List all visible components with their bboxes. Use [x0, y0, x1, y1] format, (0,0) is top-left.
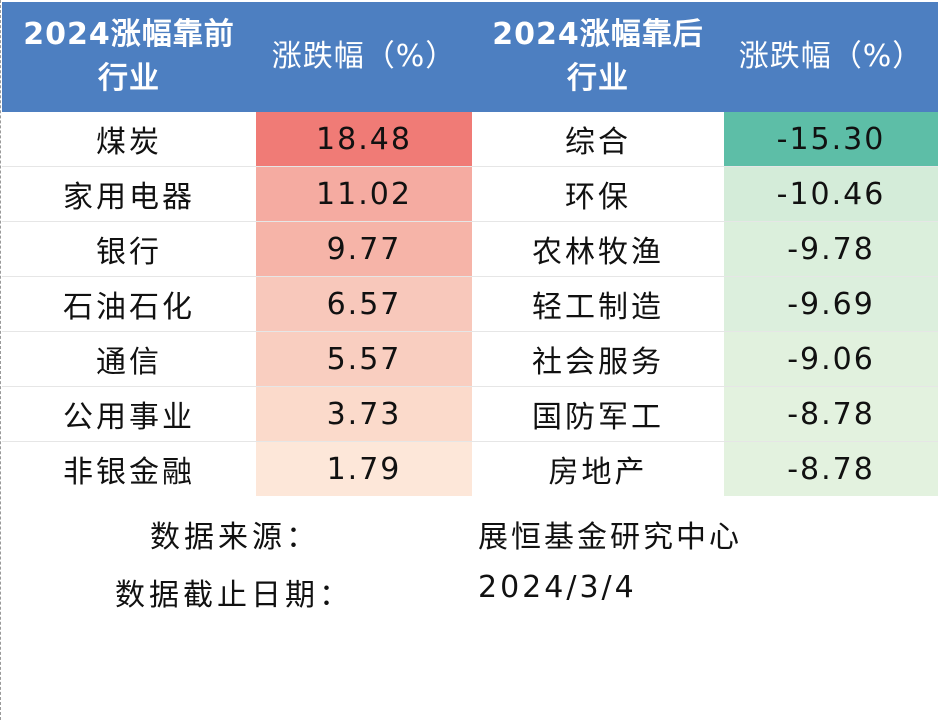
- bottom-industry-cell: 房地产: [548, 455, 648, 490]
- header-bottom-industry: 2024涨幅靠后 行业: [472, 2, 724, 112]
- table-footnote: 数据来源： 展恒基金研究中心 数据截止日期： 2024/3/4: [0, 508, 942, 618]
- top-industry-cell: 家用电器: [63, 180, 195, 215]
- top-industry-cell: 通信: [96, 345, 162, 380]
- cutoff-date-label: 数据截止日期：: [115, 578, 353, 613]
- bottom-industry-cell: 综合: [565, 125, 631, 160]
- header-top-title-sub: 行业: [98, 61, 160, 96]
- table-row: 通信 5.57 社会服务 -9.06: [2, 332, 938, 387]
- header-bottom-title: 2024涨幅靠后: [492, 17, 704, 52]
- table-row: 煤炭 18.48 综合 -15.30: [2, 112, 938, 167]
- top-industry-cell: 煤炭: [96, 125, 162, 160]
- source-value: 展恒基金研究中心: [478, 520, 742, 555]
- top-industry-cell: 石油石化: [63, 290, 195, 325]
- top-industry-cell: 非银金融: [63, 455, 195, 490]
- bottom-value-cell: -10.46: [724, 167, 938, 221]
- cutoff-date-value: 2024/3/4: [478, 570, 637, 605]
- top-value-cell: 3.73: [256, 387, 472, 441]
- bottom-industry-cell: 农林牧渔: [532, 235, 664, 270]
- bottom-industry-cell: 社会服务: [532, 345, 664, 380]
- table-row: 非银金融 1.79 房地产 -8.78: [2, 442, 938, 496]
- header-top-industry: 2024涨幅靠前 行业: [2, 2, 256, 112]
- industry-ranking-table: 2024涨幅靠前 行业 涨跌幅（%） 2024涨幅靠后 行业 涨跌幅（%） 煤炭…: [2, 2, 938, 496]
- top-value-cell: 9.77: [256, 222, 472, 276]
- source-label: 数据来源：: [150, 520, 320, 555]
- table-row: 公用事业 3.73 国防军工 -8.78: [2, 387, 938, 442]
- bottom-industry-cell: 国防军工: [532, 400, 664, 435]
- header-top-change: 涨跌幅（%）: [256, 2, 472, 112]
- bottom-industry-cell: 轻工制造: [532, 290, 664, 325]
- header-bottom-change: 涨跌幅（%）: [724, 2, 938, 112]
- top-value-cell: 6.57: [256, 277, 472, 331]
- top-value-cell: 1.79: [256, 442, 472, 496]
- bottom-value-cell: -9.78: [724, 222, 938, 276]
- table-row: 石油石化 6.57 轻工制造 -9.69: [2, 277, 938, 332]
- top-value-cell: 5.57: [256, 332, 472, 386]
- header-bottom-title-sub: 行业: [567, 61, 629, 96]
- top-industry-cell: 公用事业: [63, 400, 195, 435]
- table-row: 家用电器 11.02 环保 -10.46: [2, 167, 938, 222]
- header-bottom-change-label: 涨跌幅（%）: [738, 39, 924, 74]
- bottom-value-cell: -8.78: [724, 442, 938, 496]
- bottom-value-cell: -9.06: [724, 332, 938, 386]
- top-industry-cell: 银行: [96, 235, 162, 270]
- table-row: 银行 9.77 农林牧渔 -9.78: [2, 222, 938, 277]
- table-body: 煤炭 18.48 综合 -15.30 家用电器 11.02 环保 -10.46 …: [2, 112, 938, 496]
- top-value-cell: 11.02: [256, 167, 472, 221]
- dashed-left-border: [0, 0, 1, 720]
- table-header: 2024涨幅靠前 行业 涨跌幅（%） 2024涨幅靠后 行业 涨跌幅（%）: [2, 2, 938, 112]
- bottom-value-cell: -15.30: [724, 112, 938, 166]
- bottom-value-cell: -8.78: [724, 387, 938, 441]
- bottom-value-cell: -9.69: [724, 277, 938, 331]
- header-top-change-label: 涨跌幅（%）: [271, 39, 457, 74]
- header-top-title: 2024涨幅靠前: [23, 17, 235, 52]
- top-value-cell: 18.48: [256, 112, 472, 166]
- bottom-industry-cell: 环保: [565, 180, 631, 215]
